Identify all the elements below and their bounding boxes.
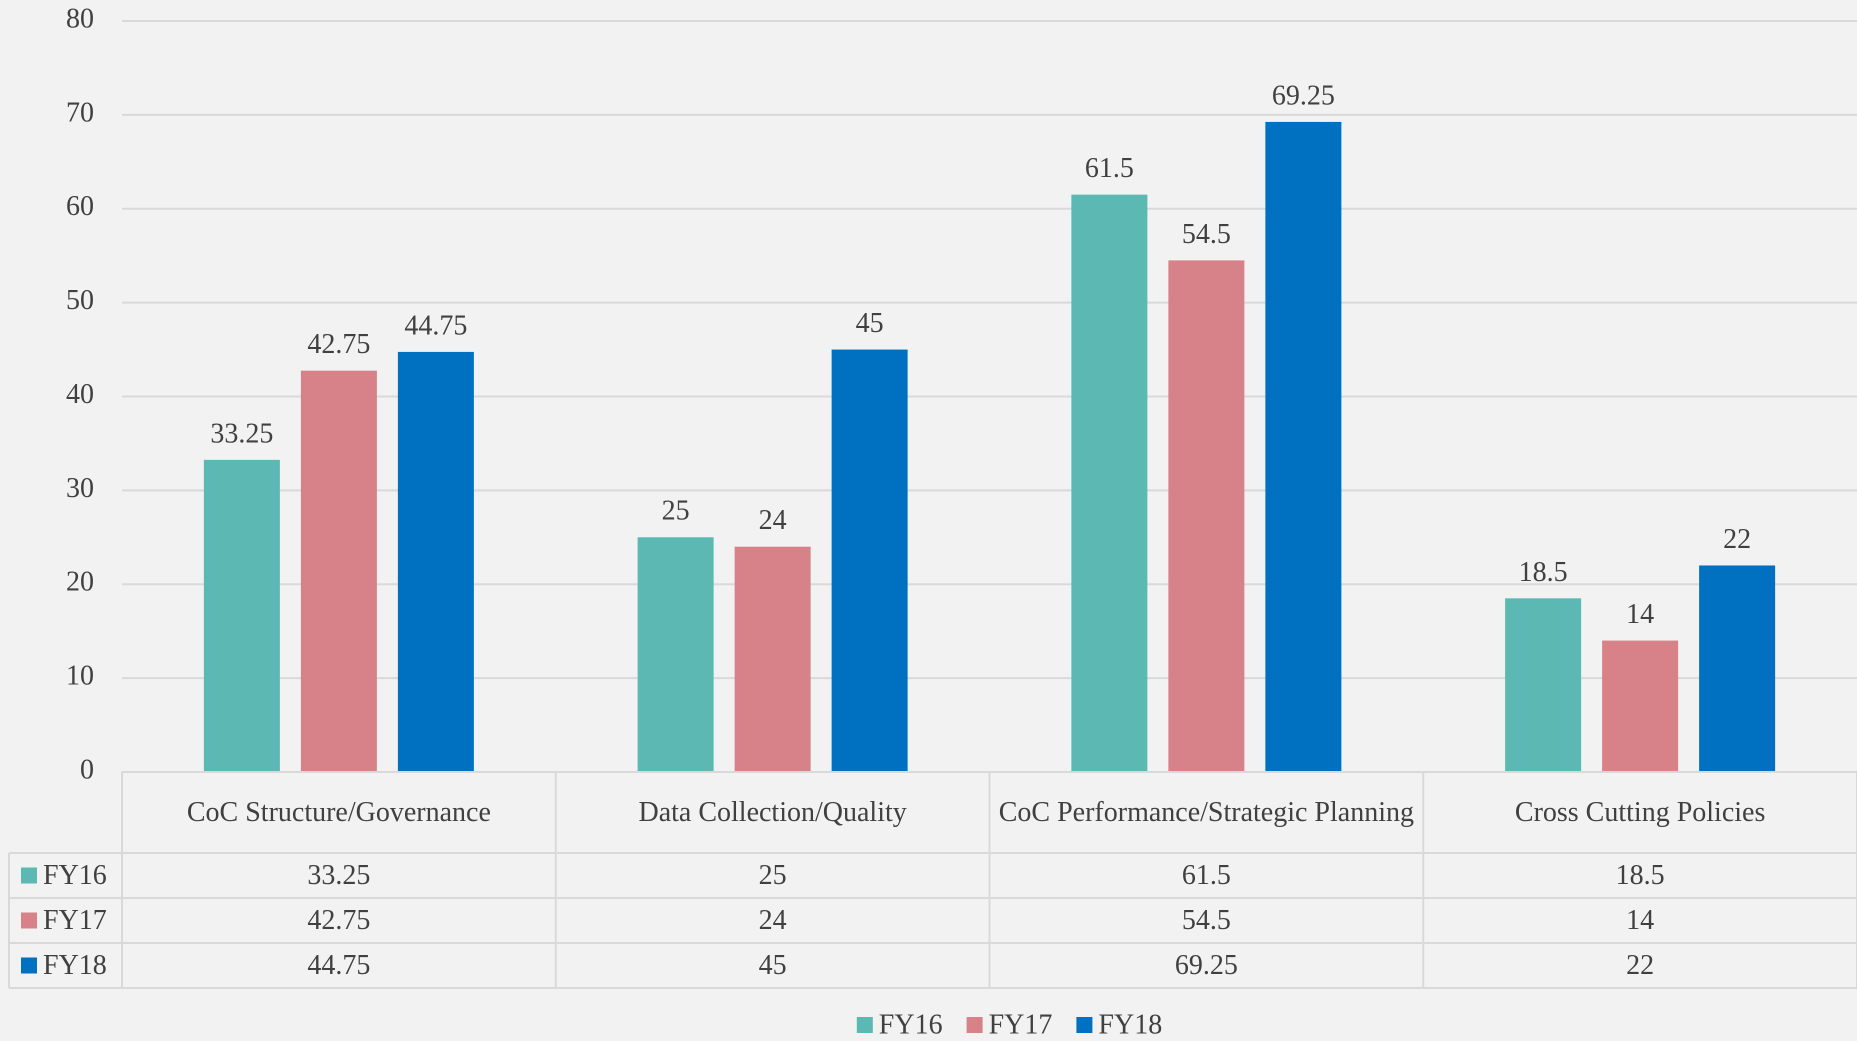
x-tick-label: Cross Cutting Policies (1514, 796, 1766, 828)
table-cell: 45 (759, 950, 787, 981)
table-legend-key (21, 867, 37, 884)
bar (1602, 640, 1679, 772)
bar (1265, 121, 1342, 772)
table-cell: 44.75 (307, 950, 370, 981)
bar (1699, 565, 1776, 772)
bar (1168, 260, 1245, 772)
data-label: 61.5 (1085, 153, 1134, 184)
table-series-label: FY18 (43, 950, 107, 981)
table-cell: 42.75 (307, 905, 370, 936)
y-tick-label: 0 (80, 754, 94, 785)
bar (300, 370, 377, 772)
bar (637, 537, 714, 772)
x-tick-label: Data Collection/Quality (638, 796, 907, 828)
bar (734, 546, 811, 772)
legend-key (856, 1017, 873, 1033)
data-label: 33.25 (210, 418, 273, 449)
y-tick-label: 10 (66, 661, 94, 692)
bar (831, 349, 908, 772)
bar (1071, 194, 1148, 772)
table-cell: 18.5 (1616, 860, 1665, 891)
y-tick-label: 30 (66, 473, 94, 504)
category-cell: Cross Cutting Policies (1514, 796, 1766, 828)
legend-key (966, 1017, 983, 1033)
data-label: 44.75 (404, 310, 467, 341)
y-tick-label: 50 (66, 285, 94, 316)
data-label: 69.25 (1272, 80, 1335, 111)
data-label: 42.75 (307, 329, 370, 360)
category-cell: CoC Performance/Strategic Planning (998, 796, 1414, 828)
data-label: 25 (662, 496, 690, 527)
table-cell: 25 (759, 860, 787, 891)
legend-label: FY16 (879, 1009, 943, 1040)
data-label: 24 (759, 505, 787, 536)
legend-label: FY17 (989, 1009, 1053, 1040)
data-label: 14 (1626, 599, 1654, 630)
bar (1505, 598, 1582, 772)
y-tick-label: 60 (66, 191, 94, 222)
y-tick-label: 20 (66, 567, 94, 598)
data-label: 22 (1723, 524, 1751, 555)
x-tick-label: CoC Structure/Governance (186, 796, 491, 828)
table-legend-key (21, 957, 37, 974)
x-tick-label: CoC Performance/Strategic Planning (998, 796, 1414, 828)
data-label: 54.5 (1182, 219, 1231, 250)
table-cell: 61.5 (1182, 860, 1231, 891)
table-cell: 54.5 (1182, 905, 1231, 936)
y-tick-label: 40 (66, 379, 94, 410)
table-cell: 33.25 (307, 860, 370, 891)
data-label: 45 (856, 308, 884, 339)
table-cell: 69.25 (1175, 950, 1238, 981)
legend: FY16 FY17 FY18 (856, 1009, 1162, 1040)
table-series-label: FY17 (43, 905, 107, 936)
bar (203, 459, 280, 772)
category-cell: CoC Structure/Governance (186, 796, 491, 828)
table-cell: 24 (759, 905, 787, 936)
table-legend-key (21, 912, 37, 929)
y-tick-label: 70 (66, 97, 94, 128)
category-cell: Data Collection/Quality (638, 796, 907, 828)
table-cell: 14 (1626, 905, 1654, 936)
legend-label: FY18 (1098, 1009, 1162, 1040)
table-series-label: FY16 (43, 860, 107, 891)
bar (397, 351, 474, 772)
legend-key (1076, 1017, 1093, 1033)
y-tick-label: 80 (66, 3, 94, 34)
data-label: 18.5 (1519, 557, 1568, 588)
table-cell: 22 (1626, 950, 1654, 981)
